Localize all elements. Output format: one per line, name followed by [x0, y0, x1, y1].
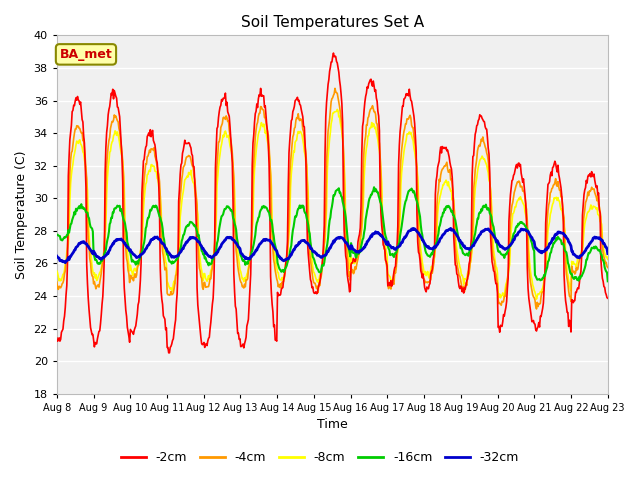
-4cm [205, 284, 212, 289]
-2cm [63, 283, 70, 288]
-32cm [177, 250, 184, 255]
-4cm [331, 85, 339, 91]
-16cm [120, 216, 127, 222]
X-axis label: Time: Time [317, 419, 348, 432]
-4cm [400, 129, 408, 134]
-2cm [53, 335, 61, 341]
-32cm [61, 260, 69, 265]
-2cm [401, 96, 408, 101]
-32cm [53, 253, 61, 259]
-16cm [370, 184, 378, 190]
-4cm [53, 279, 61, 285]
-32cm [400, 236, 408, 241]
-2cm [205, 335, 213, 340]
Legend: -2cm, -4cm, -8cm, -16cm, -32cm: -2cm, -4cm, -8cm, -16cm, -32cm [116, 446, 524, 469]
-4cm [416, 254, 424, 260]
-32cm [604, 251, 612, 256]
-2cm [417, 268, 424, 274]
-16cm [205, 263, 212, 268]
-4cm [175, 204, 183, 209]
-2cm [330, 50, 337, 56]
-32cm [416, 233, 424, 239]
-4cm [120, 174, 127, 180]
-2cm [165, 350, 173, 356]
-8cm [205, 273, 212, 278]
-8cm [63, 249, 70, 255]
-8cm [53, 268, 61, 274]
-4cm [63, 256, 70, 262]
-4cm [532, 306, 540, 312]
Line: -32cm: -32cm [57, 228, 608, 263]
-8cm [333, 107, 341, 112]
Title: Soil Temperatures Set A: Soil Temperatures Set A [241, 15, 424, 30]
Line: -2cm: -2cm [57, 53, 608, 353]
Y-axis label: Soil Temperature (C): Soil Temperature (C) [15, 150, 28, 279]
-8cm [120, 169, 127, 175]
-16cm [604, 278, 612, 284]
-2cm [120, 263, 127, 269]
-8cm [604, 256, 612, 262]
Line: -4cm: -4cm [57, 88, 608, 309]
Line: -8cm: -8cm [57, 109, 608, 299]
-2cm [177, 171, 184, 177]
-16cm [53, 232, 61, 238]
-32cm [447, 226, 454, 231]
-16cm [416, 214, 424, 219]
-16cm [400, 206, 408, 212]
Line: -16cm: -16cm [57, 187, 608, 281]
-8cm [416, 240, 424, 245]
-2cm [604, 295, 612, 301]
-16cm [63, 232, 70, 238]
-32cm [205, 254, 213, 260]
-8cm [532, 296, 540, 302]
-8cm [400, 149, 408, 155]
-8cm [175, 242, 183, 248]
-32cm [120, 240, 128, 246]
-16cm [175, 250, 183, 255]
-32cm [64, 257, 72, 263]
-4cm [604, 264, 612, 270]
Text: BA_met: BA_met [60, 48, 113, 61]
